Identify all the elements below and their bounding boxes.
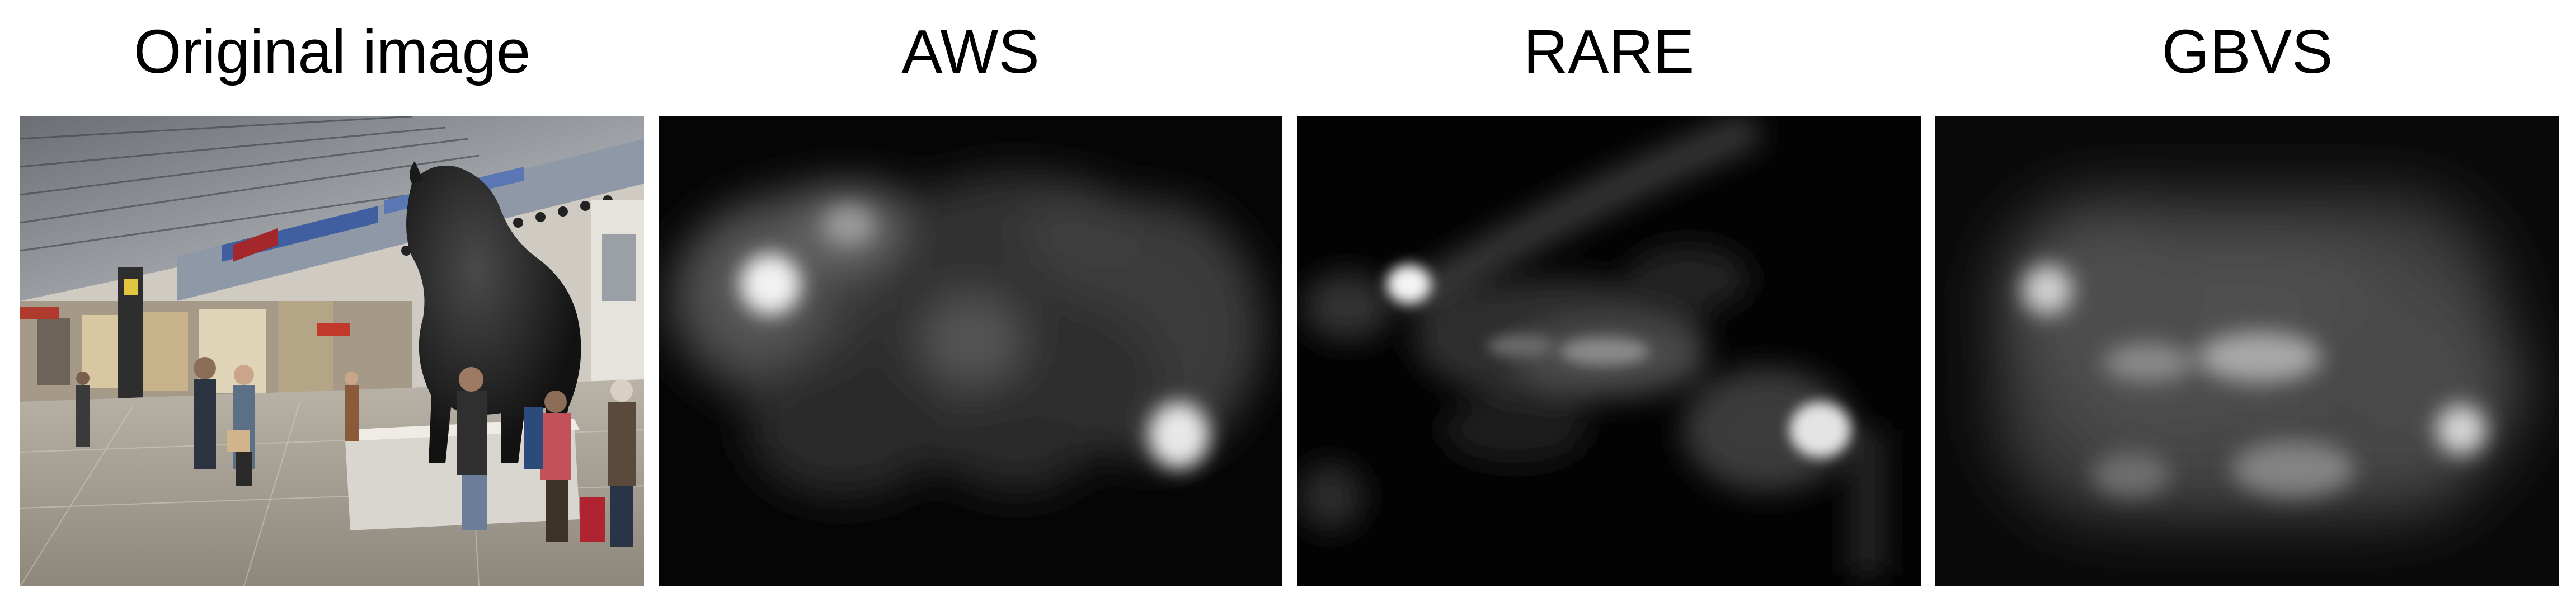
- aws-saliency-map: [659, 116, 1282, 586]
- panel-rare: RARE: [1297, 0, 1921, 606]
- panel-title-rare: RARE: [1523, 17, 1695, 86]
- panel-title-aws: AWS: [901, 17, 1040, 86]
- panel-gbvs: GBVS: [1935, 0, 2559, 606]
- rare-saliency-map: [1297, 116, 1921, 586]
- panel-aws: AWS: [659, 0, 1282, 606]
- gbvs-saliency-map: [1935, 116, 2559, 586]
- panel-original-image: Original image: [20, 0, 644, 606]
- panel-title-original: Original image: [133, 17, 531, 86]
- panel-title-gbvs: GBVS: [2161, 17, 2333, 86]
- original-photo: [20, 116, 644, 586]
